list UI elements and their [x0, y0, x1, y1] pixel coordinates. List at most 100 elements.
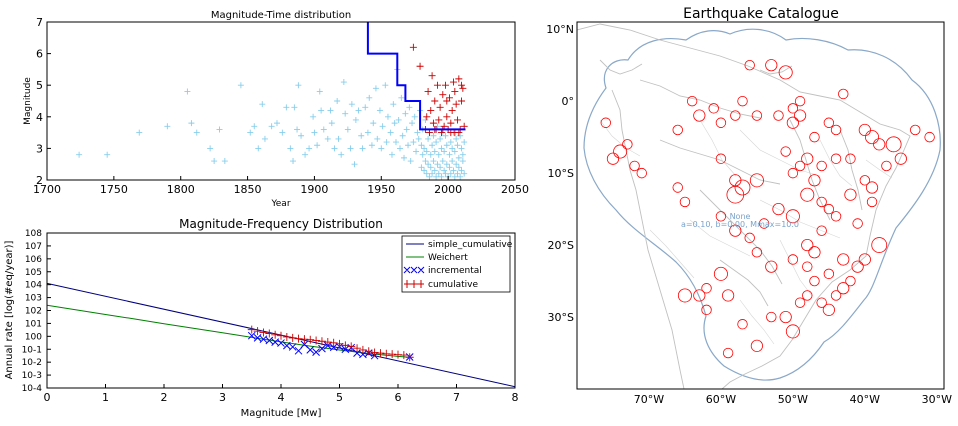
earthquake-marker	[823, 117, 835, 128]
mt-point-all	[446, 164, 453, 171]
earthquake-marker	[672, 124, 683, 136]
mt-point-all	[423, 170, 430, 177]
earthquake-marker	[823, 203, 835, 215]
earthquake-marker	[802, 261, 813, 272]
earthquake-marker	[885, 136, 902, 153]
mt-point-all	[188, 120, 195, 127]
magnitude-frequency-panel: Magnitude-Frequency Distribution 0 1 2 3 4 5 6…	[4, 217, 519, 419]
mt-point-all	[390, 101, 397, 108]
mt-xtick-label: 1950	[367, 183, 395, 196]
earthquake-marker	[729, 174, 742, 187]
mf-point-incremental	[318, 344, 326, 353]
mf-point-incremental	[253, 334, 262, 342]
earthquake-marker	[715, 153, 727, 164]
earthquake-markers	[600, 59, 935, 359]
mt-point-all	[352, 116, 359, 123]
earthquake-marker	[701, 304, 712, 316]
mt-point-all	[429, 170, 436, 177]
mt-point-all	[398, 94, 405, 101]
legend-box	[401, 235, 511, 293]
mf-ytick-label: 105	[25, 268, 42, 278]
mt-point-all	[76, 151, 83, 158]
magnitude-time-frame	[46, 21, 516, 181]
earthquake-marker	[816, 160, 827, 172]
earthquake-marker	[708, 103, 719, 114]
mf-line-Weichert	[46, 304, 410, 358]
mt-point-all	[291, 104, 298, 111]
mt-point-all	[447, 170, 454, 177]
mt-point-complete	[454, 116, 462, 124]
earthquake-map-panel: Earthquake Catalogue	[546, 6, 952, 406]
earthquake-marker	[744, 232, 755, 244]
earthquake-marker	[773, 110, 784, 121]
mt-xtick-label: 2000	[434, 183, 462, 196]
mt-point-all	[451, 173, 458, 180]
mf-point-cumulative	[405, 353, 414, 362]
mf-point-cumulative	[294, 334, 303, 343]
mt-point-all	[237, 82, 244, 89]
earthquake-marker	[737, 319, 748, 330]
earthquake-marker	[802, 290, 813, 301]
mt-point-all	[193, 129, 200, 136]
mt-point-complete	[443, 97, 451, 105]
mt-point-all	[251, 123, 258, 130]
mf-point-incremental	[312, 348, 320, 356]
earthquake-marker	[801, 238, 814, 252]
mt-point-all	[438, 145, 445, 152]
earthquake-marker	[801, 152, 814, 165]
earthquake-marker	[686, 95, 698, 107]
magnitude-time-xlabel: Year	[270, 199, 290, 209]
mf-point-incremental	[277, 339, 285, 347]
earthquake-marker	[734, 179, 751, 196]
magnitude-frequency-yticks: 10-4 10-3 10-2 10-1 100 101 102 103 104 105 106 107…	[22, 229, 51, 394]
earthquake-marker	[809, 131, 820, 143]
mt-point-all	[418, 164, 425, 171]
mt-point-complete	[458, 97, 466, 105]
mt-point-all	[435, 151, 442, 158]
mf-ytick-label: 108	[25, 229, 42, 239]
mt-point-all	[327, 107, 334, 114]
mt-point-all	[441, 167, 448, 174]
mf-point-cumulative	[265, 329, 274, 338]
earthquake-marker	[766, 311, 777, 323]
mt-point-all	[433, 139, 440, 146]
mt-point-all	[359, 145, 366, 152]
mf-xtick-label: 3	[219, 391, 226, 404]
mt-xtick-label: 1800	[167, 183, 195, 196]
mf-point-incremental	[306, 346, 315, 354]
earthquake-marker	[758, 218, 770, 229]
mt-point-all	[340, 79, 347, 86]
mt-point-all	[443, 161, 450, 168]
earthquake-marker	[785, 324, 800, 339]
earthquake-marker	[809, 275, 820, 287]
mt-point-all	[459, 158, 466, 165]
mt-point-all	[450, 167, 457, 174]
mt-point-complete	[416, 62, 424, 70]
mt-point-all	[423, 148, 430, 155]
mt-point-all	[431, 167, 438, 174]
earthquake-marker	[851, 260, 864, 273]
mt-point-all	[136, 129, 143, 136]
mf-ytick-label: 10-4	[22, 384, 43, 394]
map-lon-label: 30°W	[922, 393, 952, 406]
mt-point-all	[461, 139, 468, 146]
mt-point-all	[454, 170, 461, 177]
mt-point-all	[431, 148, 438, 155]
mt-point-all	[414, 129, 421, 136]
mf-point-cumulative	[376, 349, 385, 358]
earthquake-marker	[729, 224, 742, 237]
mf-xtick-label: 6	[395, 391, 402, 404]
mt-point-all	[273, 120, 280, 127]
earthquake-marker	[800, 187, 815, 202]
mt-point-all	[426, 173, 433, 180]
map-annotation-params: a=0.10, b=0.00, Mmax=10.0	[681, 220, 799, 229]
mt-point-all	[441, 148, 448, 155]
earthquake-marker	[894, 152, 907, 165]
mf-xtick-label: 5	[336, 391, 343, 404]
mt-point-all	[395, 116, 402, 123]
map-lon-label: 60°W	[706, 393, 736, 406]
mt-point-complete	[439, 91, 447, 99]
earthquake-marker	[816, 225, 827, 236]
mt-ytick-label: 3	[36, 142, 43, 155]
earthquake-marker	[701, 283, 712, 294]
